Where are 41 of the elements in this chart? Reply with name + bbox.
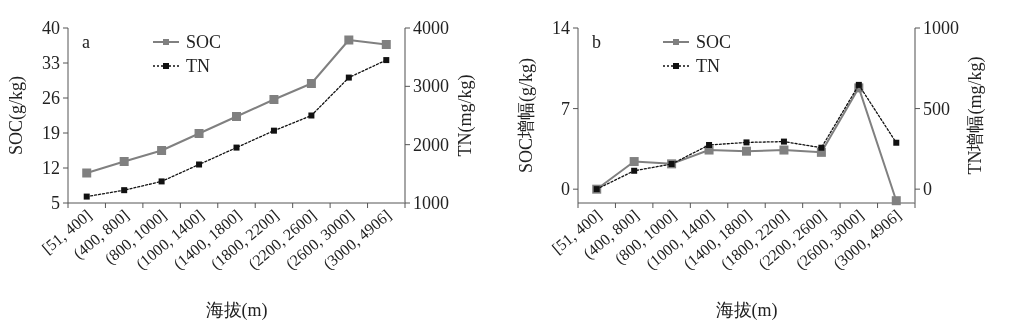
point bbox=[232, 112, 241, 121]
point bbox=[891, 196, 901, 206]
point bbox=[706, 141, 713, 148]
point bbox=[631, 167, 638, 174]
point bbox=[345, 74, 352, 81]
point bbox=[121, 187, 128, 194]
y-axis-title: SOC增幅(g/kg) bbox=[516, 57, 537, 174]
point bbox=[308, 112, 315, 119]
point bbox=[742, 146, 751, 156]
point bbox=[83, 193, 90, 200]
point bbox=[82, 168, 92, 178]
point bbox=[194, 129, 204, 138]
point bbox=[779, 145, 789, 155]
point bbox=[855, 81, 862, 88]
point bbox=[270, 127, 277, 134]
point bbox=[157, 146, 167, 155]
legend-label: SOC bbox=[186, 32, 222, 52]
point bbox=[344, 35, 354, 45]
y-axis-title: SOC(g/kg) bbox=[6, 75, 27, 156]
point bbox=[306, 79, 316, 88]
point bbox=[196, 161, 203, 168]
point bbox=[743, 139, 750, 146]
legend-label: TN bbox=[186, 56, 210, 76]
point bbox=[893, 139, 900, 146]
y2-axis-title: TN增幅(mg/kg) bbox=[965, 56, 986, 175]
point bbox=[233, 144, 240, 151]
point bbox=[381, 40, 391, 49]
x-axis-title: 海拔(m) bbox=[715, 300, 778, 321]
point bbox=[818, 144, 825, 151]
title: b bbox=[592, 32, 601, 52]
legend-label: SOC bbox=[696, 32, 732, 52]
point bbox=[629, 157, 639, 167]
point bbox=[119, 157, 129, 166]
point bbox=[383, 57, 390, 64]
title: a bbox=[82, 32, 90, 52]
point bbox=[158, 178, 165, 185]
x-axis-title: 海拔(m) bbox=[205, 300, 268, 321]
point bbox=[269, 95, 279, 104]
legend-label: TN bbox=[696, 56, 720, 76]
point bbox=[780, 138, 787, 145]
y2-axis-title: TN(mg/kg) bbox=[455, 74, 476, 157]
